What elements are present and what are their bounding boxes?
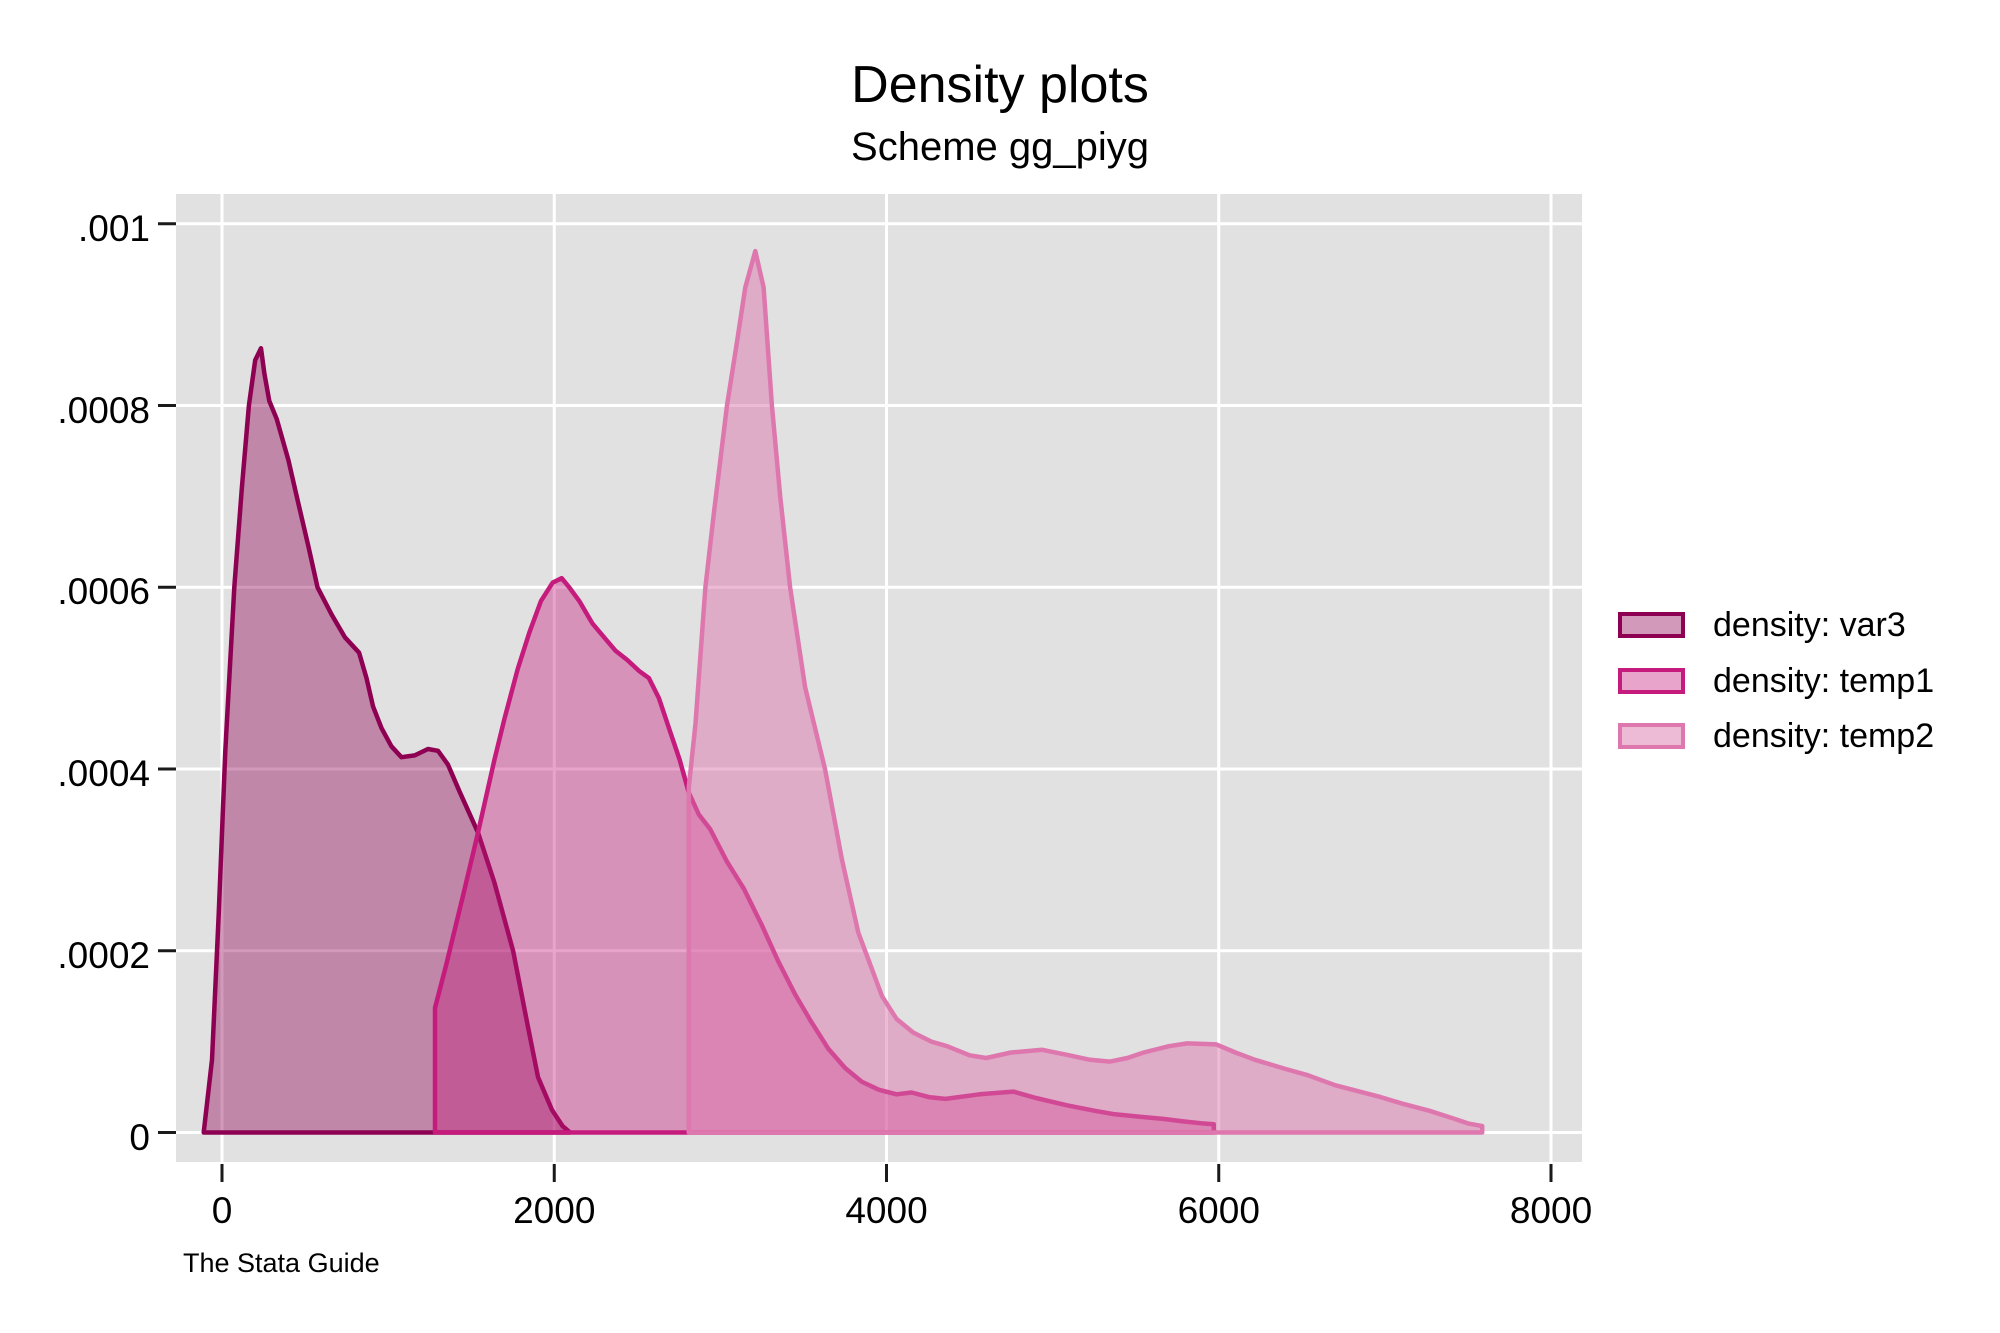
x-tick-label: 2000 bbox=[513, 1190, 596, 1231]
legend-swatch bbox=[1618, 612, 1685, 638]
legend-label: density: var3 bbox=[1713, 606, 1906, 644]
x-tick-label: 6000 bbox=[1177, 1190, 1260, 1231]
y-tick-label: .0006 bbox=[57, 571, 150, 613]
y-tick-label: .0002 bbox=[57, 934, 150, 976]
y-tick-label: .0004 bbox=[57, 753, 150, 795]
y-tick-label: 0 bbox=[129, 1116, 150, 1158]
x-tick-label: 8000 bbox=[1509, 1190, 1593, 1231]
chart-title: Density plots bbox=[851, 56, 1149, 114]
x-tick-label: 4000 bbox=[845, 1190, 928, 1231]
legend-label: density: temp2 bbox=[1713, 717, 1935, 755]
caption: The Stata Guide bbox=[183, 1248, 380, 1278]
density-area-3 bbox=[686, 248, 1485, 1135]
legend-swatch bbox=[1618, 723, 1685, 749]
y-tick-label: .001 bbox=[77, 207, 150, 249]
x-tick-label: 0 bbox=[211, 1190, 233, 1231]
legend-label: density: temp1 bbox=[1713, 661, 1935, 700]
legend-swatch bbox=[1618, 667, 1685, 694]
y-tick-label: .0008 bbox=[57, 389, 150, 431]
chart-subtitle: Scheme gg_piyg bbox=[851, 125, 1149, 169]
density-area-1 bbox=[201, 346, 573, 1135]
